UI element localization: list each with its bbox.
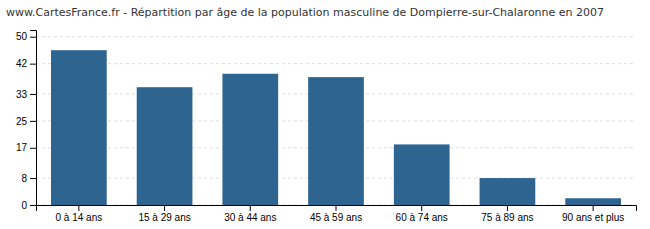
tick: 60 à 74 ans [396,205,448,223]
tick-label: 17 [16,142,28,153]
bar [222,74,278,205]
tick-label: 33 [16,89,28,100]
tick-label: 42 [16,58,28,69]
tick-mark [507,205,508,211]
tick: 8 [21,173,36,184]
axis-line [37,206,637,212]
tick-mark [250,205,251,211]
tick: 0 à 14 ans [55,205,102,223]
tick: 90 ans et plus [562,205,624,223]
tick-mark [30,64,36,65]
tick: 17 [16,142,36,153]
x-axis: 0 à 14 ans 15 à 29 ans 30 à 44 ans 45 à 59 … [37,205,637,223]
tick: 25 [16,116,36,127]
tick-mark [30,178,36,179]
tick-label: 75 à 89 ans [481,212,533,223]
y-axis: 0 8 17 25 33 42 50 [16,31,37,211]
tick: 33 [16,89,36,100]
tick-mark [30,148,36,149]
bar [394,144,450,205]
tick-label: 8 [21,173,27,184]
bars [51,50,621,205]
tick-mark [30,205,36,206]
tick-mark [164,205,165,211]
tick: 45 à 59 ans [310,205,362,223]
tick: 42 [16,58,36,69]
plot: 0 à 14 ans 15 à 29 ans 30 à 44 ans 45 à 59 … [16,31,637,224]
tick-label: 25 [16,116,28,127]
tick: 50 [16,31,36,42]
tick-label: 45 à 59 ans [310,212,362,223]
tick: 15 à 29 ans [138,205,190,223]
tick-label: 60 à 74 ans [396,212,448,223]
grid [36,37,636,205]
tick-label: 90 ans et plus [562,212,624,223]
tick-mark [593,205,594,211]
grid-line [36,36,636,37]
tick-mark [78,205,79,211]
tick-mark [421,205,422,211]
title: www.CartesFrance.fr - Répartition par âg… [6,6,604,19]
tick-mark [30,94,36,95]
tick-mark [30,121,36,122]
tick-label: 30 à 44 ans [224,212,276,223]
tick: 30 à 44 ans [224,205,276,223]
tick-label: 0 [21,200,27,211]
chart: www.CartesFrance.fr - Répartition par âg… [0,0,650,229]
tick: 0 [21,200,36,211]
tick: 75 à 89 ans [481,205,533,223]
tick-mark [336,205,337,211]
bar [565,198,621,205]
tick-label: 50 [16,31,28,42]
tick-label: 0 à 14 ans [55,212,102,223]
bar [51,50,107,205]
tick-mark [30,37,36,38]
bar [137,87,193,205]
bar [308,77,364,205]
tick-label: 15 à 29 ans [138,212,190,223]
grid-line [36,63,636,64]
bar [480,178,536,205]
axis-line [30,31,37,206]
